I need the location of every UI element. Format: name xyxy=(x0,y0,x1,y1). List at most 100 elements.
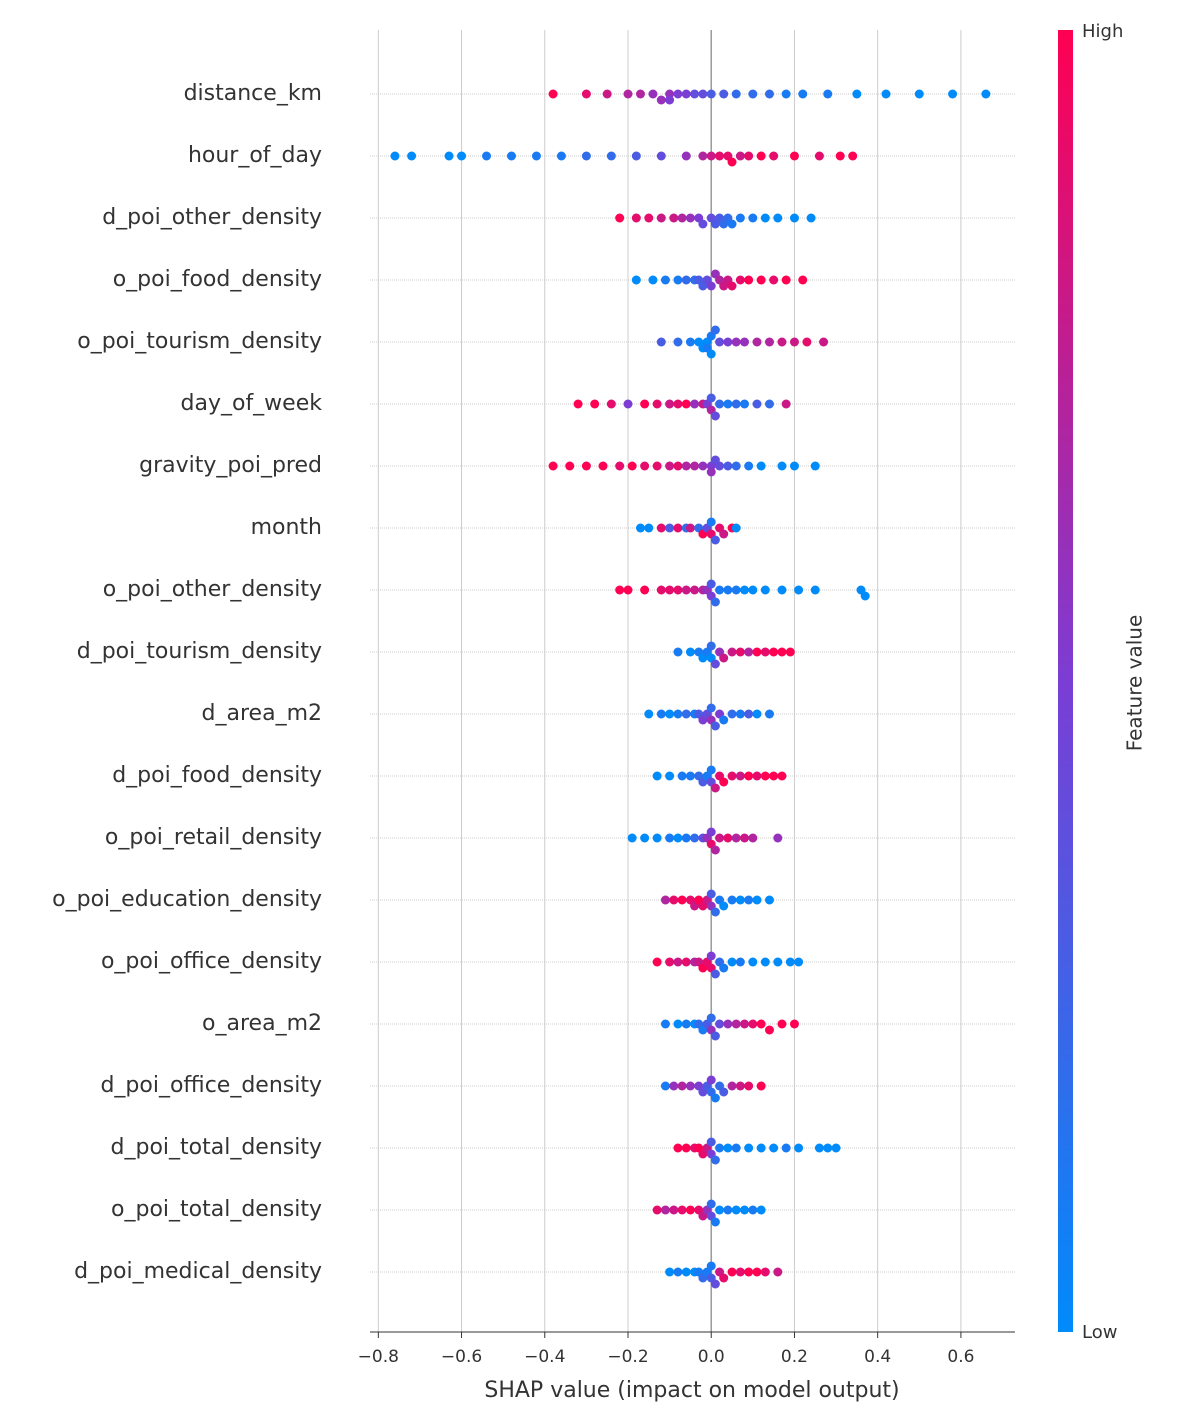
dot xyxy=(748,585,758,595)
dot xyxy=(631,275,641,285)
dot xyxy=(656,523,666,533)
dot xyxy=(756,461,766,471)
dot xyxy=(623,89,633,99)
dot xyxy=(789,213,799,223)
dot xyxy=(669,1081,679,1091)
dot xyxy=(723,1143,733,1153)
dot xyxy=(756,275,766,285)
dot xyxy=(706,467,716,477)
dot xyxy=(390,151,400,161)
dot xyxy=(710,1155,720,1165)
dot xyxy=(777,771,787,781)
dot xyxy=(740,1205,750,1215)
dot xyxy=(735,151,745,161)
dot xyxy=(710,969,720,979)
dot xyxy=(752,399,762,409)
dot xyxy=(623,399,633,409)
dot xyxy=(735,771,745,781)
dot xyxy=(652,957,662,967)
dot xyxy=(740,585,750,595)
dot xyxy=(748,1205,758,1215)
dot xyxy=(681,151,691,161)
dot xyxy=(740,833,750,843)
feature-label: o_poi_retail_density xyxy=(105,825,322,850)
dot xyxy=(719,529,729,539)
dot xyxy=(673,585,683,595)
dot xyxy=(764,399,774,409)
feature-label: d_poi_medical_density xyxy=(74,1259,322,1284)
dot xyxy=(681,833,691,843)
dot xyxy=(727,1267,737,1277)
dot xyxy=(681,1143,691,1153)
dot xyxy=(740,399,750,409)
feature-label: d_area_m2 xyxy=(202,701,322,726)
dot xyxy=(740,337,750,347)
dot xyxy=(756,1143,766,1153)
dot xyxy=(681,89,691,99)
dot xyxy=(710,325,720,335)
dot xyxy=(794,585,804,595)
dot xyxy=(781,275,791,285)
dot xyxy=(744,151,754,161)
dot xyxy=(773,957,783,967)
dot xyxy=(627,833,637,843)
dot xyxy=(789,1019,799,1029)
dot xyxy=(769,771,779,781)
dot xyxy=(710,721,720,731)
x-tick-label: 0.4 xyxy=(864,1347,891,1367)
dot xyxy=(698,219,708,229)
dot xyxy=(735,957,745,967)
dot xyxy=(756,151,766,161)
dot xyxy=(656,95,666,105)
dot xyxy=(656,337,666,347)
dot xyxy=(773,833,783,843)
dot xyxy=(789,151,799,161)
dot xyxy=(660,1205,670,1215)
dot xyxy=(706,281,716,291)
dot xyxy=(835,151,845,161)
dot xyxy=(548,89,558,99)
dot xyxy=(677,213,687,223)
feature-label: o_poi_office_density xyxy=(101,949,322,974)
dot xyxy=(744,647,754,657)
dot xyxy=(719,715,729,725)
dot xyxy=(685,1081,695,1091)
dot xyxy=(777,585,787,595)
dot xyxy=(710,659,720,669)
feature-label: o_poi_food_density xyxy=(113,267,322,292)
dot xyxy=(823,89,833,99)
feature-label: o_poi_total_density xyxy=(111,1197,322,1222)
dot xyxy=(777,647,787,657)
dot xyxy=(706,1261,716,1271)
dot xyxy=(794,957,804,967)
dot xyxy=(706,1075,716,1085)
dot xyxy=(710,1217,720,1227)
dot xyxy=(685,1205,695,1215)
dot xyxy=(698,89,708,99)
x-tick-label: 0.0 xyxy=(698,1347,725,1367)
dot xyxy=(881,89,891,99)
dot xyxy=(482,151,492,161)
dot xyxy=(748,89,758,99)
dot xyxy=(723,399,733,409)
dot xyxy=(756,1019,766,1029)
dot xyxy=(669,895,679,905)
dot xyxy=(777,337,787,347)
dot xyxy=(710,535,720,545)
dot xyxy=(719,1273,729,1283)
dot xyxy=(789,337,799,347)
dot xyxy=(565,461,575,471)
dot xyxy=(685,647,695,657)
dot xyxy=(731,833,741,843)
dot xyxy=(810,461,820,471)
dot xyxy=(640,461,650,471)
dot xyxy=(615,213,625,223)
dot xyxy=(673,337,683,347)
dot xyxy=(785,647,795,657)
dot xyxy=(735,1267,745,1277)
dot xyxy=(673,709,683,719)
dot xyxy=(681,275,691,285)
dot xyxy=(760,585,770,595)
dot xyxy=(802,337,812,347)
